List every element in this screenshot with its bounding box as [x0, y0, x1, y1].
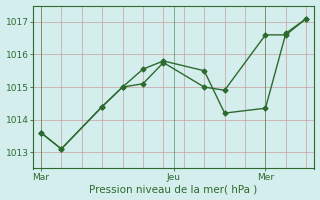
X-axis label: Pression niveau de la mer( hPa ): Pression niveau de la mer( hPa ): [90, 184, 258, 194]
